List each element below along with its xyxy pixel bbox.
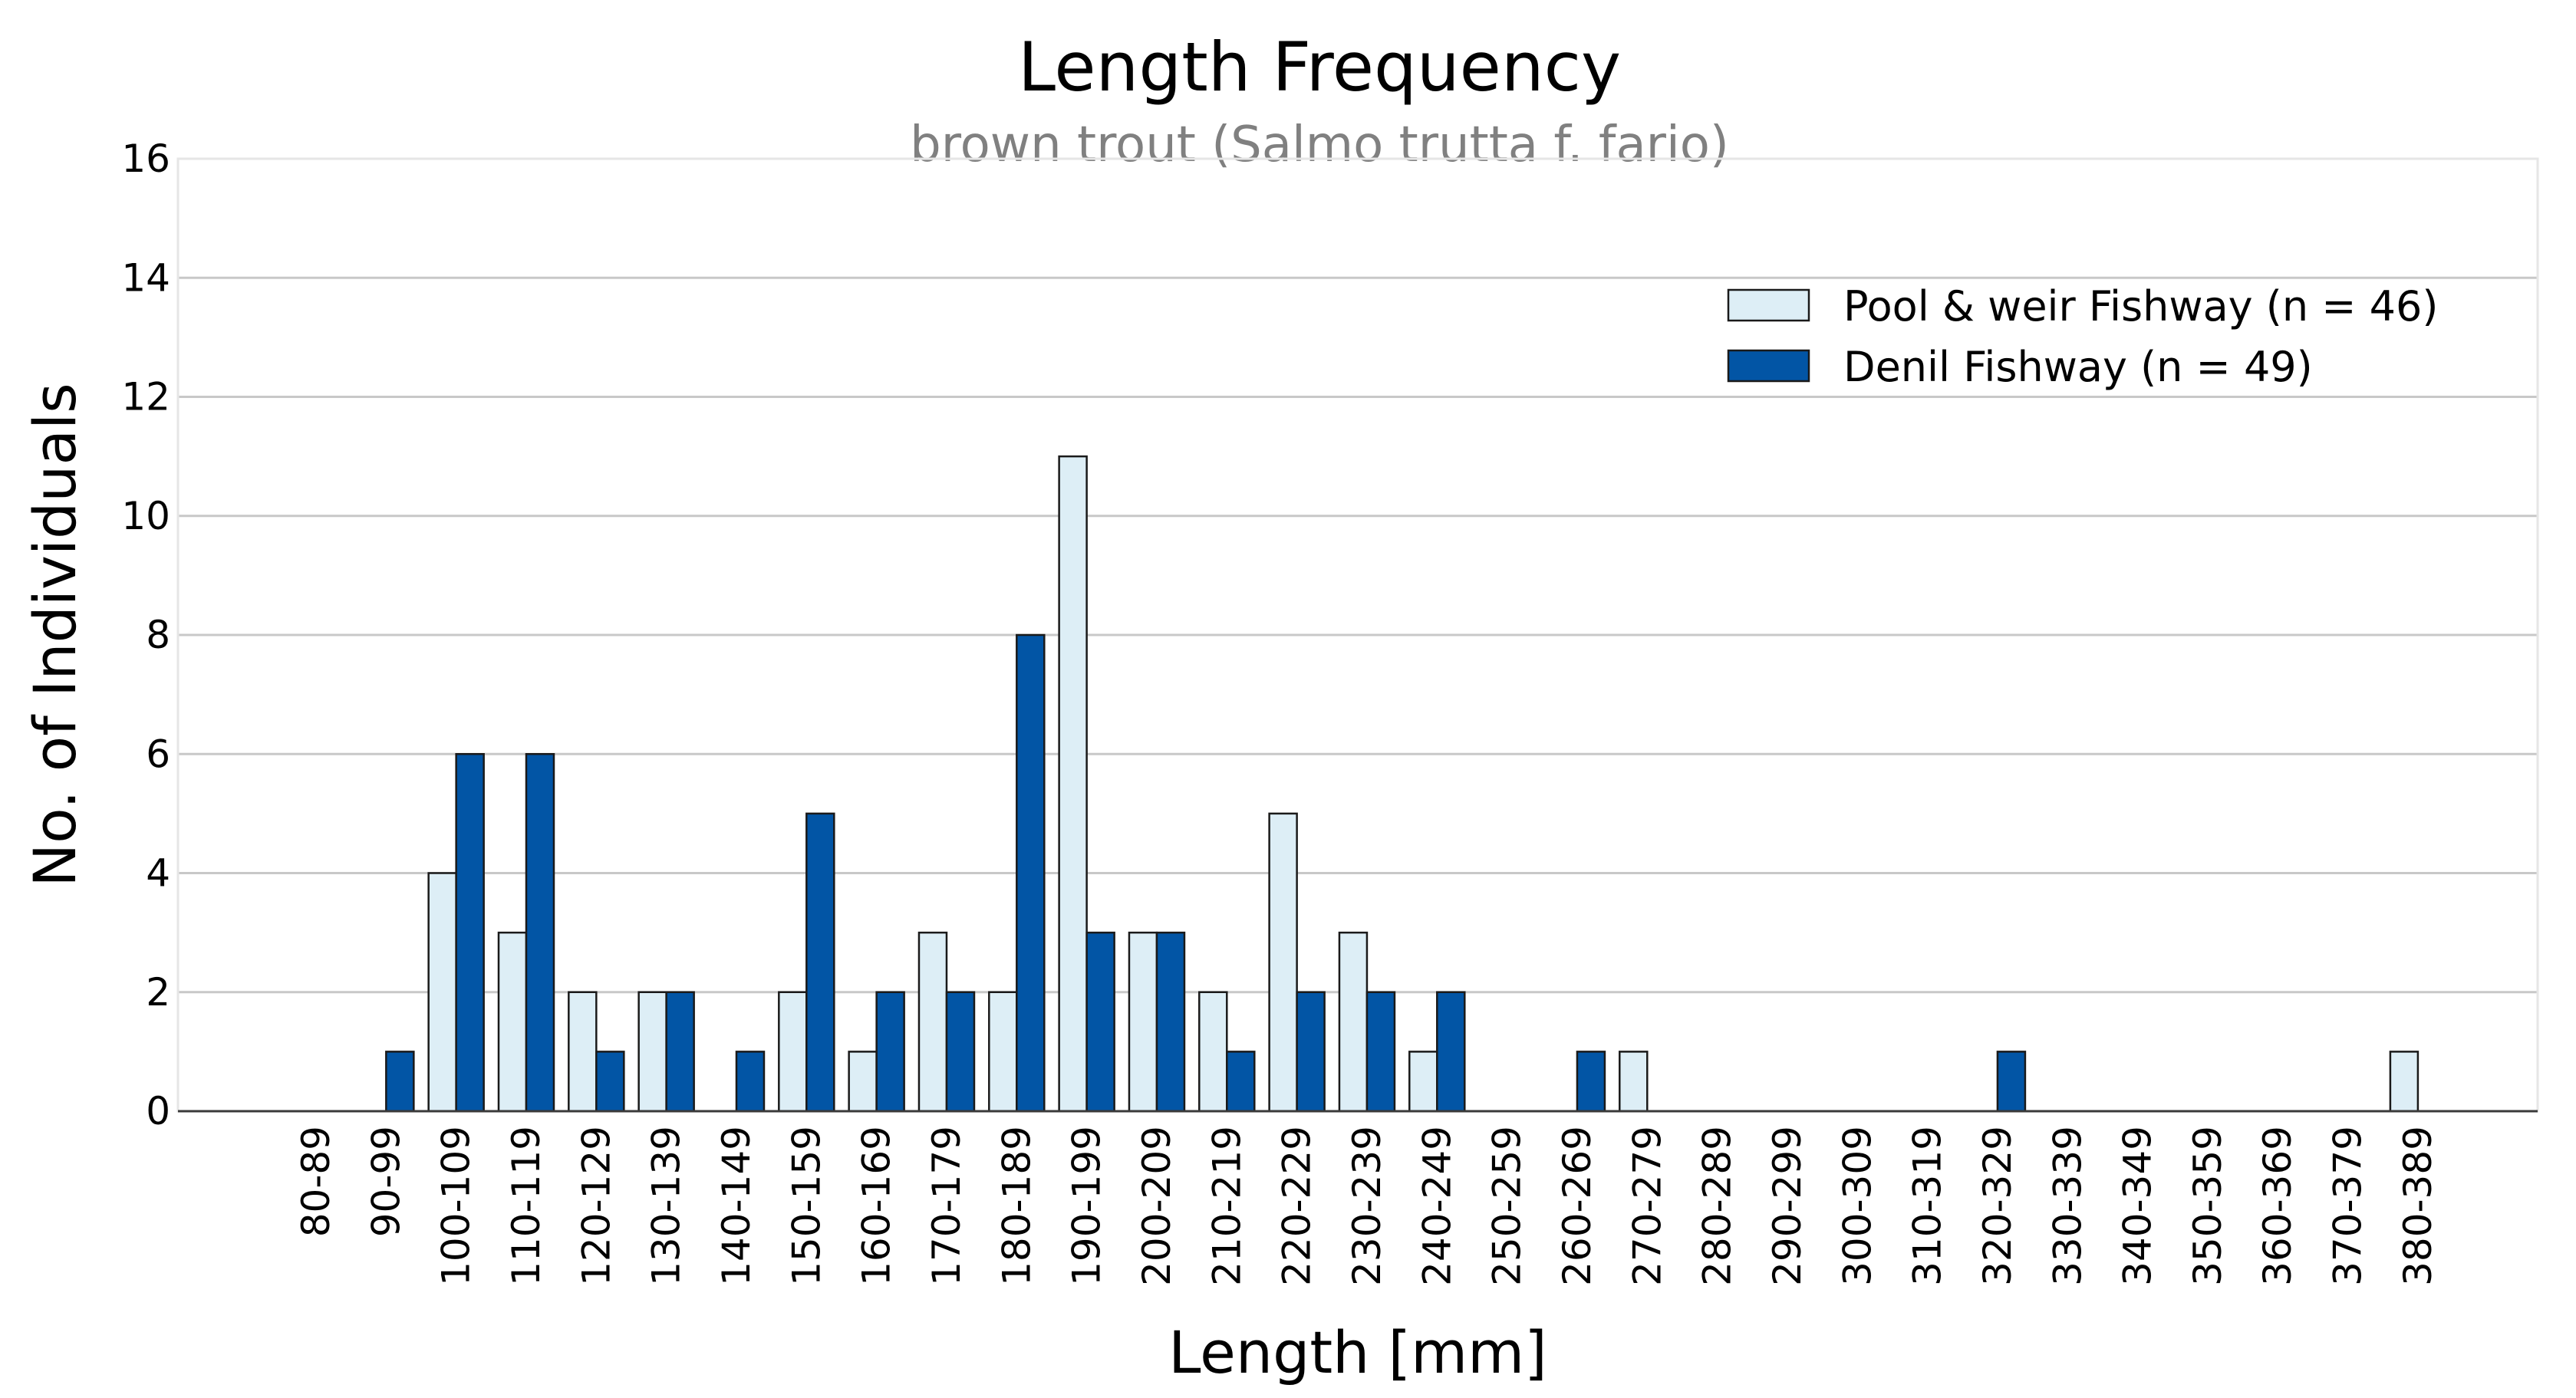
bar-pool-weir: [988, 991, 1018, 1113]
x-tick-label: 270-279: [1625, 1126, 1669, 1286]
x-tick-label: 200-209: [1135, 1126, 1179, 1286]
bar-denil: [1085, 931, 1115, 1113]
bar-denil: [1016, 633, 1046, 1113]
gridlines: [178, 157, 2538, 994]
bar-denil: [1365, 991, 1396, 1113]
bar-pool-weir: [778, 991, 808, 1113]
bar-pool-weir: [568, 991, 598, 1113]
bar-pool-weir: [1198, 991, 1228, 1113]
x-tick-label: 90-99: [364, 1126, 408, 1237]
y-tick-label: 14: [121, 255, 170, 300]
bar-denil: [875, 991, 905, 1113]
bar-pool-weir: [637, 991, 667, 1113]
x-tick-label: 370-379: [2326, 1126, 2370, 1286]
y-tick-label: 12: [121, 375, 170, 419]
legend-label-pool-weir: Pool & weir Fishway (n = 46): [1843, 282, 2438, 331]
bar-pool-weir: [917, 931, 948, 1113]
x-tick-label: 230-239: [1345, 1126, 1389, 1286]
x-tick-label: 150-159: [784, 1126, 828, 1286]
bar-denil: [805, 812, 835, 1113]
y-axis-label: No. of Individuals: [21, 383, 89, 886]
bar-denil: [1436, 991, 1466, 1113]
y-tick-label: 10: [121, 494, 170, 538]
x-tick-label: 170-179: [924, 1126, 969, 1286]
y-tick-label: 4: [146, 851, 170, 896]
legend-swatch-denil: [1727, 349, 1810, 383]
bar-pool-weir: [1268, 812, 1298, 1113]
bar-pool-weir: [2389, 1051, 2420, 1113]
x-tick-label: 100-109: [434, 1126, 479, 1286]
x-tick-label: 240-249: [1415, 1126, 1459, 1286]
x-tick-label: 190-199: [1065, 1126, 1109, 1286]
x-tick-label: 210-219: [1204, 1126, 1249, 1286]
legend-swatch-pool-weir: [1727, 288, 1810, 322]
bar-denil: [665, 991, 695, 1113]
y-tick-label: 16: [121, 137, 170, 181]
x-tick-label: 260-269: [1555, 1126, 1599, 1286]
x-tick-label: 80-89: [294, 1126, 338, 1237]
bar-pool-weir: [1128, 931, 1158, 1113]
x-tick-label: 180-189: [994, 1126, 1039, 1286]
x-tick-label: 360-369: [2255, 1126, 2300, 1286]
x-tick-label: 340-349: [2116, 1126, 2160, 1286]
y-tick-label: 8: [146, 613, 170, 657]
bar-pool-weir: [1338, 931, 1369, 1113]
bar-pool-weir: [427, 872, 457, 1113]
bar-pool-weir: [848, 1051, 878, 1113]
bar-denil: [385, 1051, 415, 1113]
x-tick-label: 310-319: [1906, 1126, 1950, 1286]
bar-denil: [735, 1051, 766, 1113]
x-tick-label: 280-289: [1695, 1126, 1740, 1286]
x-tick-label: 220-229: [1275, 1126, 1319, 1286]
bar-pool-weir: [1619, 1051, 1649, 1113]
x-tick-label: 140-149: [714, 1126, 759, 1286]
x-tick-label: 250-259: [1485, 1126, 1530, 1286]
x-tick-label: 320-329: [1975, 1126, 2020, 1286]
y-tick-label: 2: [146, 970, 170, 1015]
bars: [385, 455, 2420, 1113]
bar-denil: [1155, 931, 1186, 1113]
bar-denil: [595, 1051, 625, 1113]
bar-pool-weir: [1058, 455, 1088, 1113]
chart-subtitle: brown trout (Salmo trutta f. fario): [910, 117, 1729, 173]
chart-title: Length Frequency: [1018, 28, 1621, 107]
bar-denil: [455, 753, 485, 1113]
y-axis-ticks: 0 2 4 6 8 10 12 14 16: [121, 137, 170, 1133]
bar-denil: [525, 753, 555, 1113]
x-tick-label: 380-389: [2396, 1126, 2440, 1286]
bar-denil: [1226, 1051, 1256, 1113]
x-tick-label: 330-339: [2045, 1126, 2090, 1286]
legend-label-denil: Denil Fishway (n = 49): [1843, 343, 2313, 391]
legend: Pool & weir Fishway (n = 46) Denil Fishw…: [1727, 282, 2438, 391]
bar-pool-weir: [1408, 1051, 1438, 1113]
x-tick-label: 300-309: [1835, 1126, 1879, 1286]
x-tick-label: 130-139: [644, 1126, 689, 1286]
bar-denil: [1996, 1051, 2027, 1113]
y-tick-label: 0: [146, 1089, 170, 1133]
bar-pool-weir: [497, 931, 528, 1113]
x-tick-label: 350-359: [2186, 1126, 2230, 1286]
x-tick-label: 120-129: [574, 1126, 618, 1286]
bar-denil: [945, 991, 976, 1113]
x-tick-label: 160-169: [855, 1126, 899, 1286]
y-tick-label: 6: [146, 732, 170, 776]
x-axis-ticks: 80-89 90-99 100-109 110-119 120-129 130-139 14…: [294, 1126, 2440, 1286]
x-axis-label: Length [mm]: [1168, 1318, 1547, 1386]
bar-denil: [1576, 1051, 1606, 1113]
x-tick-label: 110-119: [504, 1126, 548, 1286]
x-tick-label: 290-299: [1765, 1126, 1810, 1286]
bar-denil: [1296, 991, 1326, 1113]
